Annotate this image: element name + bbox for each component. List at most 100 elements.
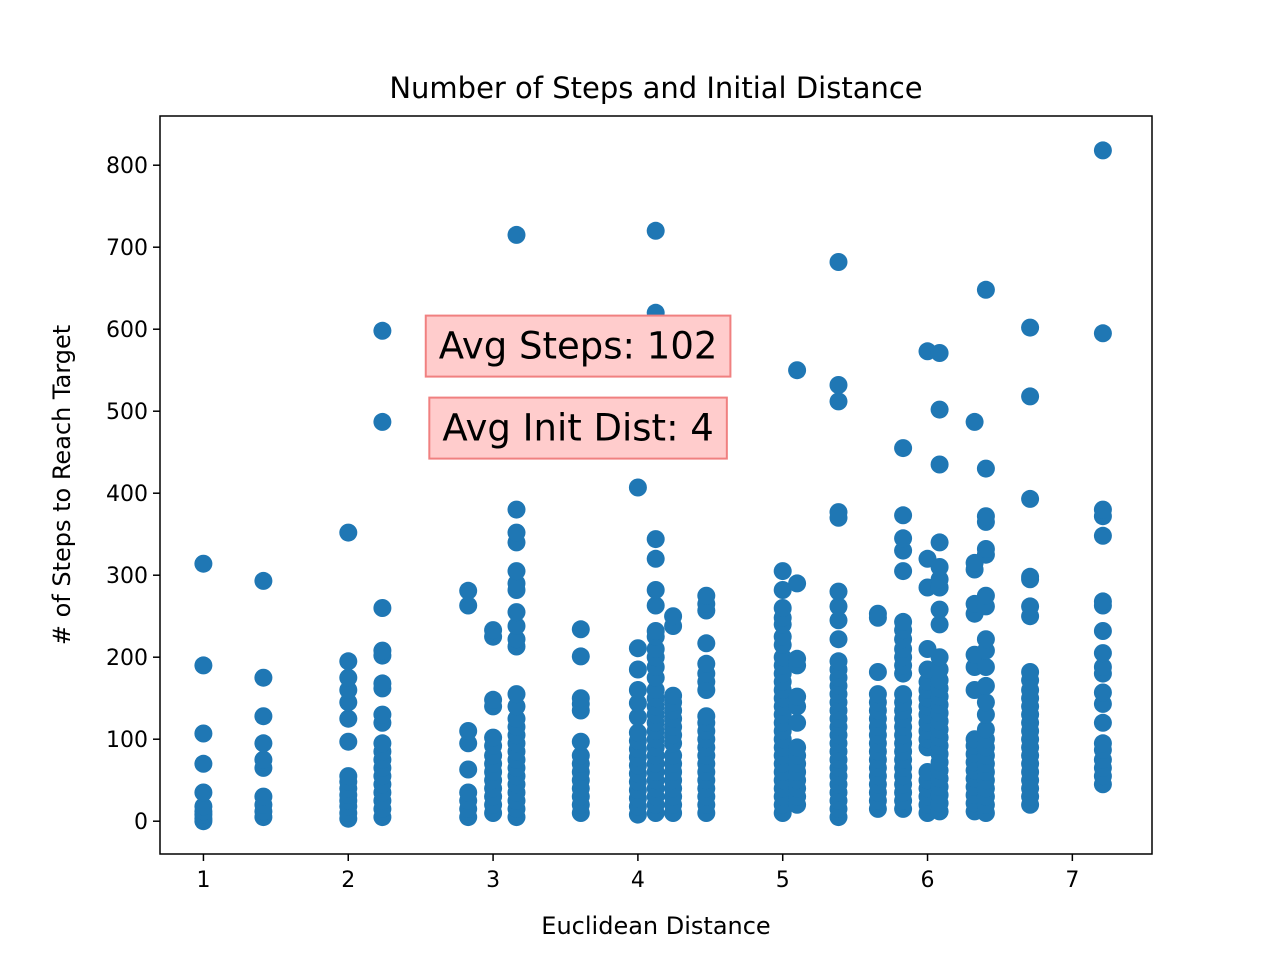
data-point — [373, 641, 392, 660]
data-point — [459, 783, 478, 802]
annotation-box: Avg Init Dist: 4 — [428, 396, 728, 460]
data-point — [773, 648, 792, 667]
data-point — [1021, 387, 1040, 406]
data-point — [254, 750, 273, 769]
data-point — [868, 604, 887, 623]
data-point — [646, 596, 665, 615]
y-tick-label: 600 — [106, 318, 148, 343]
data-point — [1021, 489, 1040, 508]
data-point — [1093, 526, 1112, 545]
plot-frame — [159, 115, 1153, 855]
data-point — [484, 690, 503, 709]
x-tick-label: 1 — [196, 868, 210, 893]
data-point — [646, 549, 665, 568]
data-point — [646, 681, 665, 699]
data-point — [1093, 734, 1112, 753]
data-point — [459, 596, 478, 615]
data-point — [664, 746, 683, 765]
data-point — [894, 439, 913, 458]
data-point — [1093, 713, 1112, 732]
data-point — [484, 728, 503, 747]
data-point — [965, 412, 984, 431]
x-tick-label: 7 — [1065, 868, 1079, 893]
data-point — [339, 767, 358, 786]
data-point — [930, 400, 949, 419]
data-point — [339, 693, 358, 712]
data-point — [339, 709, 358, 728]
data-point — [1093, 622, 1112, 640]
data-point — [976, 459, 995, 478]
data-point — [894, 612, 913, 631]
data-point — [1093, 644, 1112, 663]
data-point — [194, 783, 213, 802]
chart-title: Number of Steps and Initial Distance — [389, 71, 922, 105]
data-point — [373, 599, 392, 617]
y-tick-label: 500 — [106, 400, 148, 425]
data-point — [829, 630, 848, 649]
annotations: Avg Steps: 102 Avg Init Dist: 4 — [424, 314, 732, 460]
x-tick-label: 3 — [486, 868, 500, 893]
x-tick-label: 5 — [776, 868, 790, 893]
data-point — [773, 599, 792, 617]
data-point — [788, 687, 807, 706]
data-point — [507, 630, 526, 649]
x-tick-label: 6 — [921, 868, 935, 893]
data-point — [930, 660, 949, 679]
data-point — [507, 225, 526, 244]
data-point — [373, 705, 392, 724]
data-point — [571, 732, 590, 751]
data-point — [976, 630, 995, 649]
data-point — [507, 562, 526, 581]
data-point — [646, 640, 665, 658]
data-point — [894, 541, 913, 560]
annotation-box: Avg Steps: 102 — [424, 314, 732, 378]
data-point — [339, 652, 358, 671]
data-point — [373, 321, 392, 340]
data-point — [459, 760, 478, 779]
y-tick-label: 400 — [106, 482, 148, 507]
data-point — [628, 681, 647, 699]
data-point — [697, 707, 716, 726]
data-point — [339, 523, 358, 542]
data-point — [484, 621, 503, 640]
y-tick-label: 700 — [106, 236, 148, 261]
data-point — [697, 654, 716, 673]
points-layer — [194, 141, 1112, 831]
data-point — [254, 707, 273, 726]
data-point — [1021, 597, 1040, 616]
data-point — [646, 530, 665, 549]
data-point — [571, 620, 590, 639]
data-point — [194, 656, 213, 675]
data-point — [829, 652, 848, 671]
y-axis: 0 100 200 300 400 500 600 700 800 — [106, 154, 160, 835]
data-point — [976, 720, 995, 739]
data-point — [628, 639, 647, 658]
data-point — [1021, 318, 1040, 337]
data-point — [254, 571, 273, 590]
data-point — [628, 723, 647, 742]
data-point — [930, 455, 949, 474]
data-point — [697, 586, 716, 605]
data-point — [788, 738, 807, 757]
data-point — [829, 376, 848, 394]
data-point — [1093, 658, 1112, 676]
data-point — [829, 253, 848, 271]
data-point — [507, 574, 526, 593]
data-point — [646, 622, 665, 640]
data-point — [829, 611, 848, 630]
data-point — [930, 344, 949, 362]
data-point — [976, 540, 995, 558]
data-point — [507, 685, 526, 704]
data-point — [1093, 324, 1112, 343]
data-point — [664, 686, 683, 705]
annotation-text: Avg Steps: 102 — [439, 325, 718, 368]
data-point — [773, 627, 792, 646]
annotation-background — [424, 314, 732, 378]
data-point — [894, 562, 913, 581]
data-point — [894, 685, 913, 704]
data-point — [507, 617, 526, 635]
data-point — [1093, 141, 1112, 160]
data-point — [571, 647, 590, 666]
data-point — [194, 554, 213, 573]
